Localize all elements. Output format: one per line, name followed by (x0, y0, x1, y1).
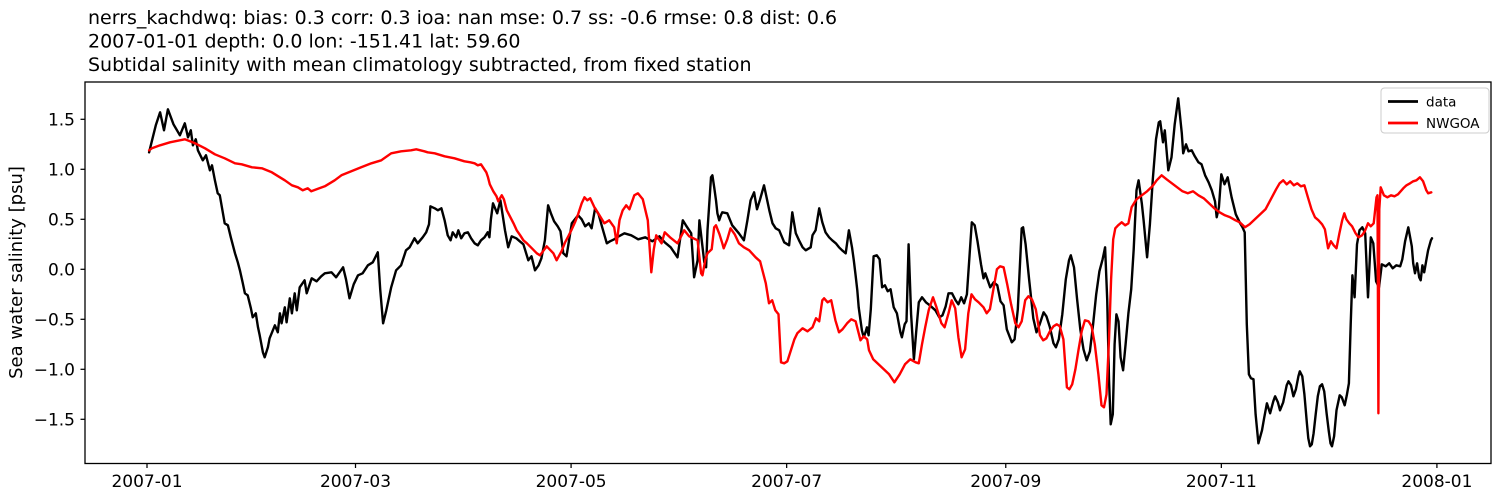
title-subject-line: Subtidal salinity with mean climatology … (88, 54, 752, 76)
y-tick-label: −1.5 (34, 410, 75, 430)
legend: data NWGOA (1380, 87, 1490, 134)
x-axis: 2007-01 2007-03 2007-05 2007-07 2007-09 2007-… (111, 463, 1472, 492)
y-axis: 1.5 1.0 0.5 0.0 −0.5 −1.0 −1.5 (34, 110, 85, 430)
x-tick-label: 2007-05 (536, 472, 607, 492)
y-tick-label: −1.0 (34, 360, 75, 380)
plot-series-group (147, 97, 1434, 448)
x-tick-label: 2008-01 (1401, 472, 1472, 492)
y-tick-label: 0.5 (48, 210, 75, 230)
title-station-line: 2007-01-01 depth: 0.0 lon: -151.41 lat: … (88, 31, 520, 53)
series-line-data (147, 97, 1434, 448)
title-metrics-line: nerrs_kachdwq: bias: 0.3 corr: 0.3 ioa: … (88, 7, 837, 29)
x-tick-label: 2007-11 (1186, 472, 1257, 492)
y-tick-label: 1.0 (48, 160, 75, 180)
x-tick-label: 2007-09 (970, 472, 1041, 492)
y-tick-label: 0.0 (48, 260, 75, 280)
x-tick-label: 2007-01 (111, 472, 182, 492)
plot-border (84, 81, 1492, 465)
y-tick-label: 1.5 (48, 110, 75, 130)
y-axis-label: Sea water salinity [psu] (6, 166, 27, 379)
y-tick-label: −0.5 (34, 310, 75, 330)
series-line-nwgoa (147, 138, 1433, 415)
x-tick-label: 2007-03 (320, 472, 391, 492)
x-tick-label: 2007-07 (751, 472, 822, 492)
legend-label-data: data (1426, 95, 1456, 111)
legend-label-nwgoa: NWGOA (1426, 116, 1480, 132)
